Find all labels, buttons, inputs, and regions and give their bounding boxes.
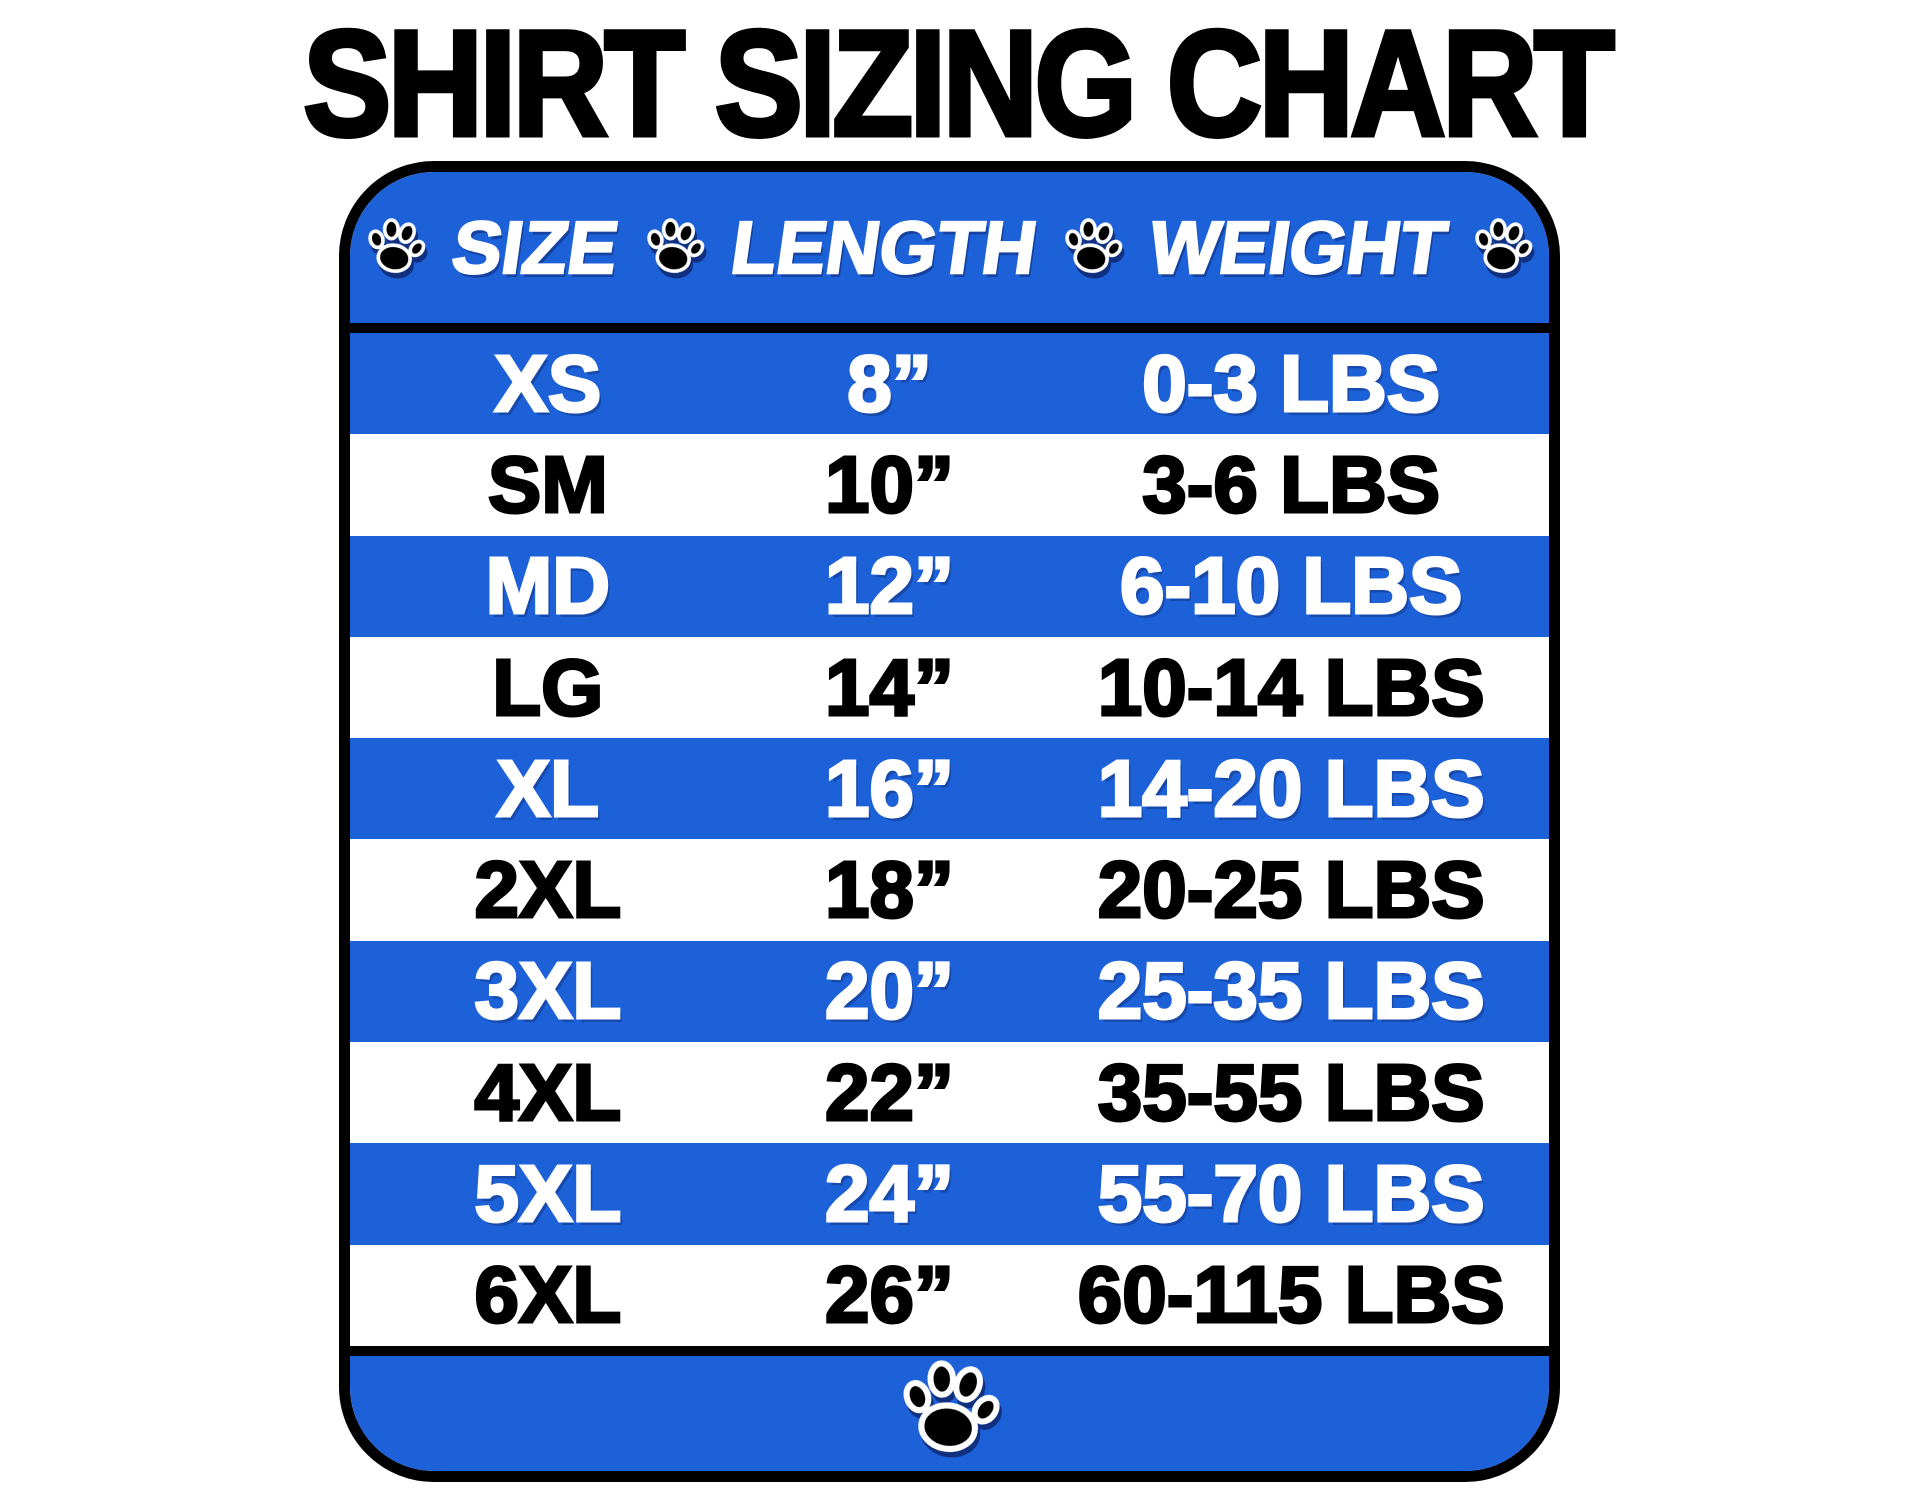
- cell-weight: 55-70 LBS: [1096, 1149, 1486, 1239]
- cell-weight: 3-6 LBS: [1141, 439, 1442, 529]
- cell-size: XL: [495, 743, 600, 833]
- cell-size: 3XL: [473, 946, 623, 1036]
- paw-icon: [360, 213, 432, 278]
- header-divider: [350, 323, 1549, 333]
- cell-weight: 60-115 LBS: [1076, 1250, 1506, 1340]
- cell-length: 14”: [824, 642, 956, 732]
- cell-size: 2XL: [473, 845, 623, 935]
- page-title-wrap: SHIRT SIZING CHART: [0, 0, 1915, 167]
- cell-length: 10”: [824, 439, 956, 529]
- cell-length: 26”: [824, 1250, 956, 1340]
- cell-weight: 14-20 LBS: [1096, 743, 1486, 833]
- cell-weight: 20-25 LBS: [1096, 845, 1486, 935]
- column-header-size: SIZE: [446, 204, 625, 290]
- table-row: 3XL 20” 25-35 LBS: [350, 940, 1549, 1043]
- cell-size: LG: [491, 642, 605, 732]
- table-header: SIZE LENGTH WEIGHT: [350, 172, 1549, 323]
- table-row: LG 14” 10-14 LBS: [350, 637, 1549, 738]
- sizing-card: SIZE LENGTH WEIGHT XS 8” 0-3 LBS SM 10” …: [339, 161, 1560, 1482]
- cell-weight: 0-3 LBS: [1141, 338, 1442, 428]
- cell-weight: 25-35 LBS: [1096, 946, 1486, 1036]
- table-row: MD 12” 6-10 LBS: [350, 535, 1549, 637]
- footer-divider: [350, 1346, 1549, 1356]
- cell-weight: 35-55 LBS: [1096, 1047, 1486, 1137]
- cell-length: 16”: [824, 743, 956, 833]
- paw-icon: [639, 213, 711, 278]
- cell-length: 24”: [824, 1149, 956, 1239]
- cell-length: 12”: [824, 541, 956, 631]
- table-row: 6XL 26” 60-115 LBS: [350, 1245, 1549, 1346]
- paw-icon: [891, 1351, 1008, 1468]
- cell-length: 22”: [824, 1047, 956, 1137]
- table-row: 5XL 24” 55-70 LBS: [350, 1143, 1549, 1245]
- column-header-length: LENGTH: [725, 204, 1043, 290]
- table-row: SM 10” 3-6 LBS: [350, 434, 1549, 535]
- cell-size: SM: [486, 439, 609, 529]
- paw-icon: [1467, 213, 1539, 278]
- table-row: XS 8” 0-3 LBS: [350, 333, 1549, 435]
- cell-size: MD: [484, 541, 611, 631]
- cell-size: XS: [493, 338, 603, 428]
- table-body: XS 8” 0-3 LBS SM 10” 3-6 LBS MD 12” 6-10…: [350, 333, 1549, 1346]
- table-row: 4XL 22” 35-55 LBS: [350, 1042, 1549, 1143]
- cell-weight: 6-10 LBS: [1119, 541, 1464, 631]
- page-title: SHIRT SIZING CHART: [301, 0, 1617, 167]
- cell-weight: 10-14 LBS: [1096, 642, 1486, 732]
- cell-length: 8”: [846, 338, 933, 428]
- card-footer: [350, 1356, 1549, 1471]
- column-header-weight: WEIGHT: [1143, 204, 1453, 290]
- table-row: 2XL 18” 20-25 LBS: [350, 839, 1549, 940]
- cell-size: 4XL: [473, 1047, 623, 1137]
- paw-icon: [1057, 213, 1129, 278]
- cell-size: 5XL: [473, 1149, 623, 1239]
- cell-length: 18”: [824, 845, 956, 935]
- table-row: XL 16” 14-20 LBS: [350, 738, 1549, 840]
- cell-size: 6XL: [473, 1250, 623, 1340]
- cell-length: 20”: [824, 946, 956, 1036]
